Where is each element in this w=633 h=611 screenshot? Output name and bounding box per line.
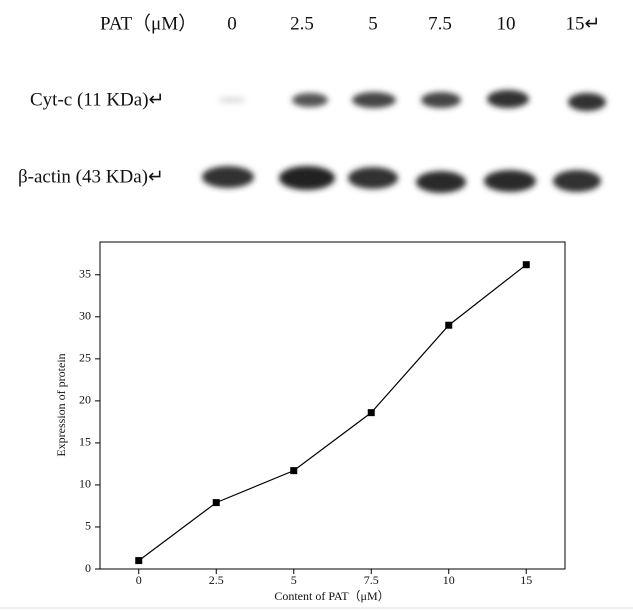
- y-tick-label: 15: [79, 435, 91, 449]
- x-tick-label: 0: [136, 573, 142, 587]
- blot-header: PAT（μM）: [100, 12, 197, 34]
- plot-frame: [99, 241, 566, 570]
- data-point: [212, 499, 220, 507]
- x-tick-label: 10: [443, 573, 455, 587]
- y-tick-label: 5: [85, 519, 91, 533]
- data-point: [290, 467, 298, 475]
- x-tick-label: 5: [291, 573, 297, 587]
- lane-label: 2.5: [290, 13, 314, 34]
- data-point: [522, 261, 530, 269]
- lane-label: 15↵: [566, 13, 601, 34]
- x-tick-label: 2.5: [209, 573, 224, 587]
- y-tick-label: 25: [79, 351, 91, 365]
- y-tick-label: 10: [79, 477, 91, 491]
- lane-label: 0: [227, 13, 237, 34]
- data-point: [445, 321, 453, 329]
- y-tick-label: 30: [79, 309, 91, 323]
- blot-row-label: Cyt-c (11 KDa)↵: [30, 89, 164, 110]
- lane-label: 10: [497, 13, 516, 34]
- y-tick-label: 35: [79, 267, 91, 281]
- data-line: [138, 264, 527, 562]
- data-point: [135, 557, 143, 565]
- y-tick-label: 20: [79, 393, 91, 407]
- x-tick-label: 7.5: [364, 573, 379, 587]
- x-tick-label: 15: [520, 573, 532, 587]
- y-tick-label: 0: [85, 561, 91, 575]
- lane-label: 7.5: [428, 13, 452, 34]
- data-point: [367, 409, 375, 417]
- x-axis-label: Content of PAT（μM）: [274, 589, 389, 603]
- y-axis-label: Expression of protein: [54, 353, 68, 456]
- lane-label: 5: [368, 13, 378, 34]
- blot-bands: [202, 90, 606, 193]
- blot-row-label: β-actin (43 KDa)↵: [18, 166, 164, 187]
